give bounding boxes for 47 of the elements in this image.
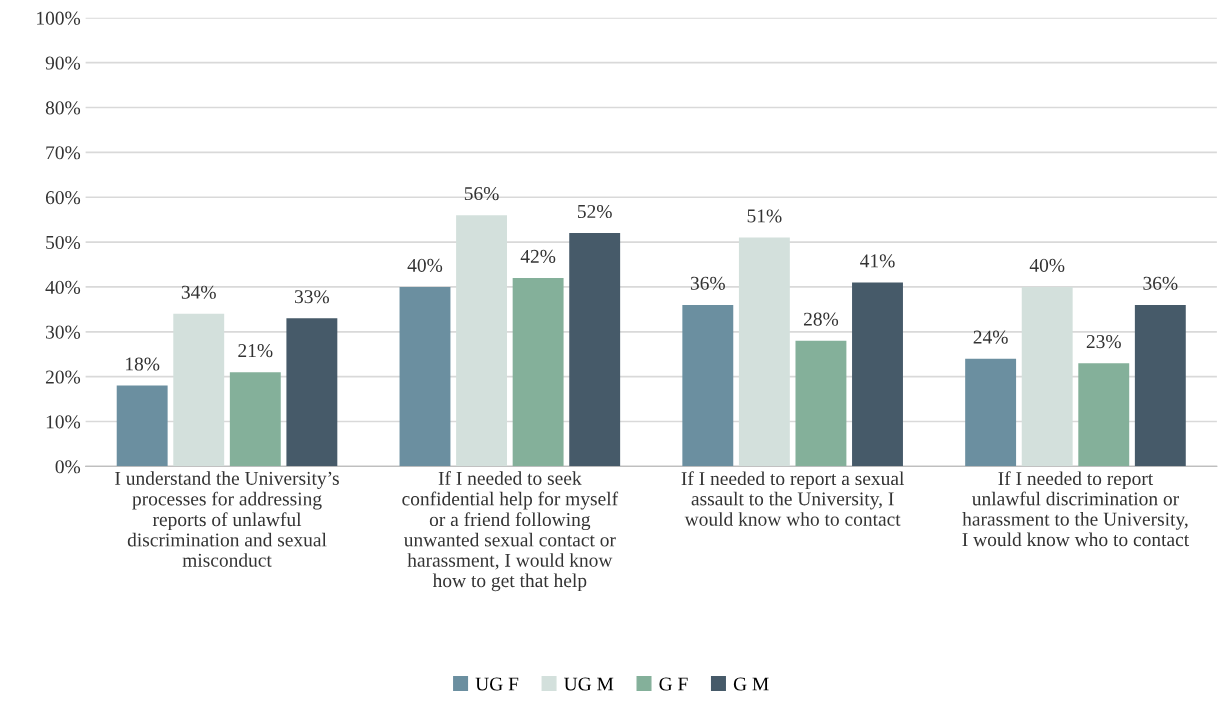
y-tick-label: 100% [37, 11, 81, 25]
data-label: 28% [803, 312, 839, 326]
data-label: 42% [520, 249, 556, 263]
bar [286, 318, 338, 467]
bar [569, 233, 621, 467]
bar [682, 304, 734, 467]
x-tick-label: If I needed to report unlawful discrimination or harassment to the University, I would know who to contact [962, 471, 1190, 547]
y-tick-label: 0% [55, 460, 81, 474]
bar [795, 340, 847, 467]
data-label: 56% [464, 186, 499, 201]
y-tick-label: 60% [45, 191, 81, 205]
legend-label: UG F [475, 677, 519, 691]
data-label: 33% [294, 290, 330, 304]
data-label: 36% [690, 276, 725, 290]
x-tick-label: If I needed to report a sexual assault to the University, I would know who to contact [681, 471, 905, 526]
y-tick-label: 10% [46, 415, 81, 429]
y-tick-label: 30% [46, 325, 81, 339]
y-tick-label: 40% [45, 280, 81, 294]
y-tick-label: 90% [45, 56, 81, 70]
bar [1134, 304, 1186, 467]
bar [965, 358, 1017, 467]
bar [116, 385, 168, 467]
data-label: 41% [860, 254, 895, 268]
data-label: 23% [1086, 335, 1121, 349]
y-tick-label: 70% [46, 146, 81, 160]
legend-label: G M [733, 677, 769, 691]
x-tick-label: I understand the University’s processes for addressing reports of unlawful discrimination and sexual misconduct [115, 471, 339, 567]
bar [512, 277, 564, 467]
data-label: 24% [973, 330, 1008, 344]
y-tick-label: 80% [45, 101, 81, 115]
bar [1078, 363, 1130, 467]
data-label: 52% [577, 204, 612, 219]
data-label: 18% [126, 357, 160, 371]
data-label: 40% [407, 258, 443, 272]
data-label: 36% [1143, 276, 1178, 290]
data-label: 51% [747, 209, 782, 223]
bar [852, 282, 903, 467]
data-label: 34% [181, 285, 216, 299]
data-label: 40% [1029, 258, 1065, 272]
y-tick-label: 50% [46, 235, 81, 250]
y-tick-label: 20% [45, 370, 81, 384]
data-label: 21% [238, 343, 273, 358]
bar [399, 286, 451, 467]
x-tick-label: If I needed to seek confidential help for myself or a friend following unwanted sexual contact or harassment, I would know how to get that help [402, 471, 619, 592]
legend-label: G F [659, 677, 688, 691]
legend-label: UG M [564, 677, 614, 691]
bar [229, 372, 281, 467]
